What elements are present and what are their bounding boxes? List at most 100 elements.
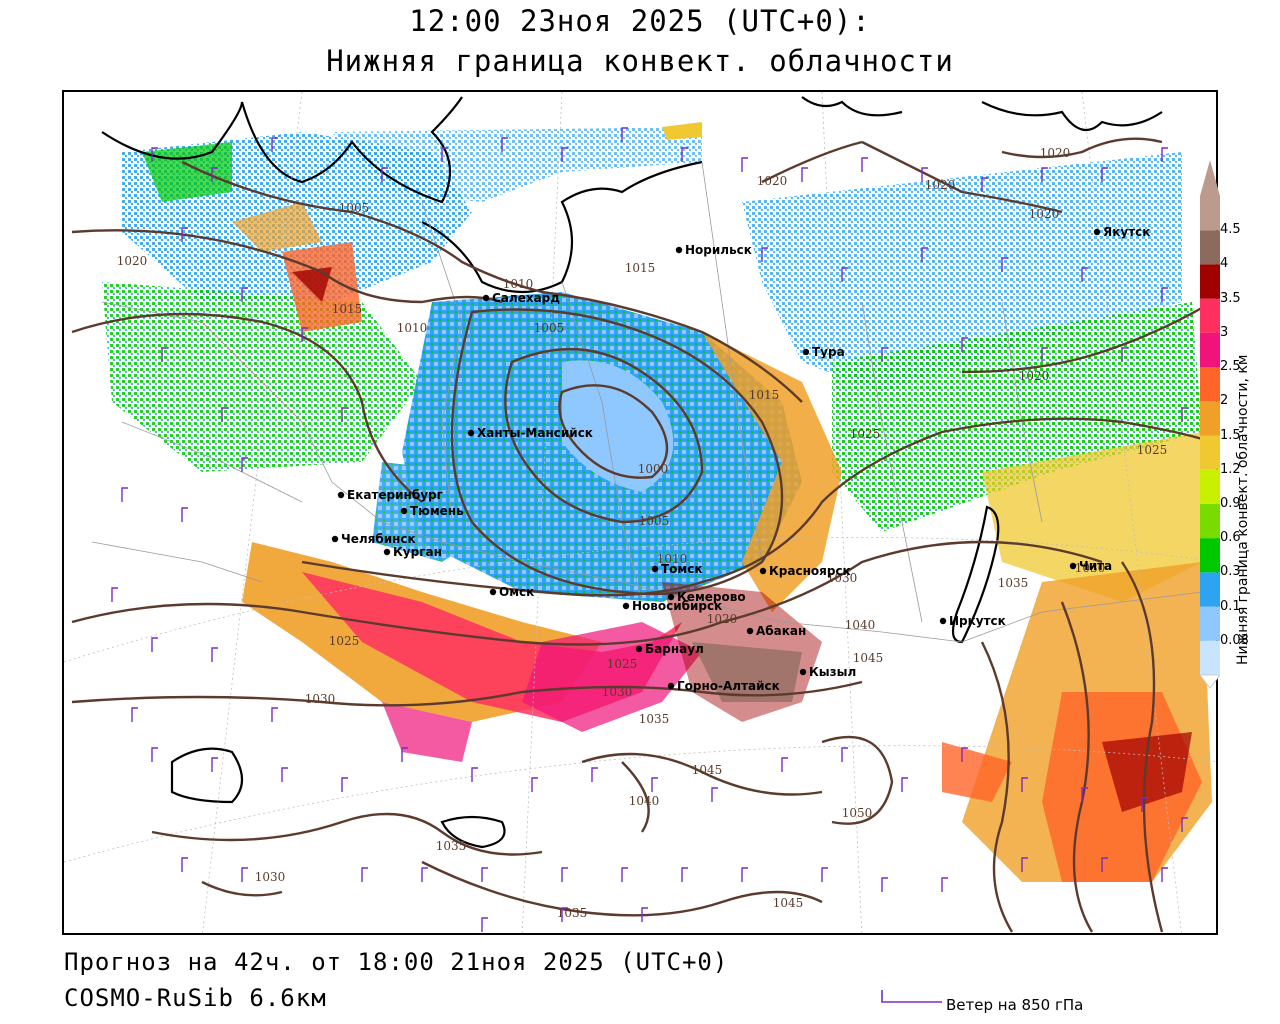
isobar-label: 1005 <box>534 321 565 335</box>
city-dot <box>1093 228 1101 236</box>
city-dot <box>482 294 490 302</box>
colorbar-tick-label: 3.5 <box>1220 290 1241 306</box>
model-name: COSMO-RuSib 6.6км <box>64 984 327 1012</box>
city-dot <box>467 429 475 437</box>
isobar-label: 1020 <box>925 178 956 192</box>
isobar-label: 1020 <box>707 612 738 626</box>
isobar-label: 1045 <box>853 651 884 665</box>
city-dot <box>759 567 767 575</box>
isobar-label: 1030 <box>602 685 633 699</box>
colorbar-tick-label: 0.3 <box>1220 564 1241 580</box>
colorbar-bin <box>1200 401 1220 436</box>
isobar-label: 1045 <box>692 763 723 777</box>
colorbar-bin <box>1200 538 1220 573</box>
colorbar-top-arrow <box>1200 160 1220 196</box>
city-label: Екатеринбург <box>347 488 443 502</box>
title-parameter: Нижняя граница конвект. облачности <box>326 44 954 78</box>
isobar-label: 1025 <box>607 657 638 671</box>
isobar-label: 1035 <box>998 576 1029 590</box>
colorbar-tick-label: 3 <box>1220 324 1229 340</box>
isobar-label: 1025 <box>850 427 881 441</box>
isobar-label: 1025 <box>1137 443 1168 457</box>
city-label: Челябинск <box>341 532 416 546</box>
isobar-label: 1040 <box>629 794 660 808</box>
isobar-label: 1020 <box>1029 207 1060 221</box>
colorbar-bin <box>1200 332 1220 368</box>
isobar-label: 1015 <box>625 261 656 275</box>
colorbar-bin <box>1200 606 1220 641</box>
wind-barb-legend-icon <box>881 990 942 1003</box>
forecast-map: 1005 1020 1015 1010 1010 1005 1015 1020 1020 1020… <box>62 90 1218 935</box>
city-label: Омск <box>499 585 534 599</box>
isobar-label: 1030 <box>305 692 336 706</box>
city-label: Кызыл <box>809 665 856 679</box>
colorbar-bin <box>1200 503 1220 539</box>
city-dot <box>383 548 391 556</box>
isobar-label: 1000 <box>638 462 669 476</box>
isobar-labels: 1005 1020 1015 1010 1010 1005 1015 1020 1020 1020… <box>117 146 1168 920</box>
colorbar-tick-label: 2.5 <box>1220 359 1241 375</box>
isobar-label: 1010 <box>397 321 428 335</box>
city-dot <box>667 593 675 601</box>
colorbar-bin <box>1200 469 1220 504</box>
colorbar-bin <box>1200 264 1220 299</box>
isobar-label: 1020 <box>757 174 788 188</box>
city-dot <box>622 602 630 610</box>
colorbar-bin <box>1200 196 1220 231</box>
isobars <box>71 137 1213 933</box>
isobar-label: 1025 <box>329 634 360 648</box>
city-label: Барнаул <box>645 642 704 656</box>
city-dot <box>651 565 659 573</box>
city-label: Красноярск <box>769 564 851 578</box>
city-label: Кемерово <box>677 590 746 604</box>
colorbar-tick-label: 4 <box>1220 256 1229 272</box>
isobar-label: 1035 <box>436 839 467 853</box>
city-dot <box>1069 562 1077 570</box>
city-label: Иркутск <box>949 614 1006 628</box>
isobar-label: 1050 <box>842 806 873 820</box>
city-dot <box>667 682 675 690</box>
city-label: Новосибирск <box>632 599 722 613</box>
isobar-label: 1030 <box>827 571 858 585</box>
isobar-label: 1020 <box>117 254 148 268</box>
city-label: Абакан <box>756 624 806 638</box>
city-label: Салехард <box>492 291 560 305</box>
colorbar-tick-label: 1.2 <box>1220 461 1241 477</box>
city-dot <box>746 627 754 635</box>
city-label: Якутск <box>1103 225 1150 239</box>
isobar-label: 1045 <box>773 896 804 910</box>
colorbar-bin <box>1200 298 1220 333</box>
admin-borders <box>91 161 1203 643</box>
isobar-label: 1030 <box>1075 561 1106 575</box>
isobar-label: 1015 <box>332 302 363 316</box>
city-label: Курган <box>393 545 442 559</box>
forecast-info: Прогноз на 42ч. от 18:00 21ноя 2025 (UTC… <box>64 948 729 976</box>
city-label: Тюмень <box>410 504 464 518</box>
isobar-label: 1020 <box>1019 369 1050 383</box>
city-label: Тура <box>812 345 845 359</box>
map-canvas: 1005 1020 1015 1010 1010 1005 1015 1020 1020 1020… <box>64 92 1216 933</box>
city-label: Томск <box>661 562 703 576</box>
city-markers: Норильск Якутск Салехард Тура Ханты-Мансийск… <box>331 225 1150 693</box>
isobar-label: 1030 <box>255 870 286 884</box>
colorbar-tick-label: 0.9 <box>1220 495 1241 511</box>
colorbar-tick-label: 0.1 <box>1220 598 1241 614</box>
colorbar-title: Нижняя граница конвект. облачности, км <box>1235 354 1251 665</box>
isobar-label: 1040 <box>845 618 876 632</box>
colorbar-tick-label: 2 <box>1220 393 1229 409</box>
city-dot <box>489 588 497 596</box>
colorbar-bottom-arrow <box>1200 674 1220 689</box>
wind-barbs <box>111 127 1188 932</box>
colorbar-tick-label: 1.5 <box>1220 427 1241 443</box>
colorbar-bin <box>1200 230 1220 265</box>
colorbar-bin <box>1200 572 1220 607</box>
city-dot <box>939 617 947 625</box>
city-label: Чита <box>1079 559 1112 573</box>
colorbar-tick-label: 0.03 <box>1220 632 1249 648</box>
isobar-label: 1035 <box>639 712 670 726</box>
cloud-field <box>102 122 1212 882</box>
wind-legend-label: Ветер на 850 гПа <box>946 996 1084 1014</box>
colorbar-bin <box>1200 367 1220 402</box>
isobar-label: 1010 <box>657 552 688 566</box>
city-dot <box>675 246 683 254</box>
